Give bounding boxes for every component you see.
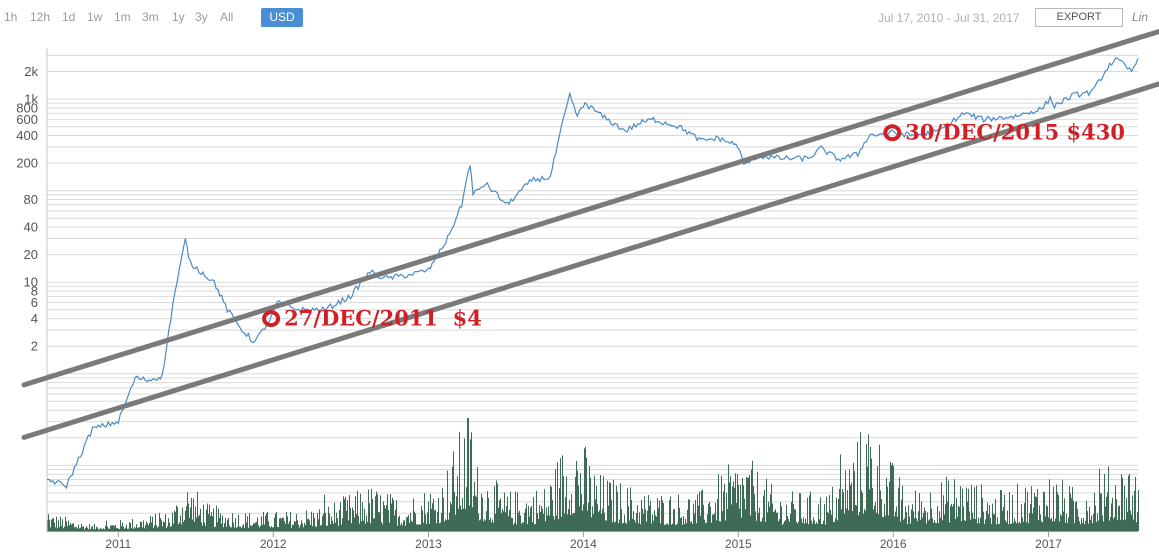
annotation-label: 27/DEC/2011 $4 [284,306,482,331]
range-button-3m[interactable]: 3m [142,10,159,24]
y-tick-label: 40 [24,220,38,235]
range-button-1d[interactable]: 1d [62,10,76,24]
currency-usd-button[interactable]: USD [261,8,303,27]
annotations: 27/DEC/2011 $4 30/DEC/2015 $430 [262,120,1125,331]
y-tick-label: 2 [31,339,38,354]
volume-series [47,417,1139,531]
y-tick-label: 1k [24,92,38,107]
toolbar: 1h 12h 1d 1w 1m 3m 1y 3y All USD Jul 17,… [0,0,1159,34]
annotation-label: 30/DEC/2015 $430 [905,120,1125,145]
y-tick-label: 200 [16,156,38,171]
annotation-circle [883,124,902,142]
gridlines [47,54,1138,530]
y-tick-label: 400 [16,128,38,143]
range-button-1w[interactable]: 1w [87,10,103,24]
price-line-group [46,57,1139,490]
x-tick-label: 2013 [415,537,442,551]
x-tick-label: 2014 [570,537,597,551]
y-tick-label: 8 [31,284,38,299]
y-tick-label: 800 [16,101,38,116]
x-tick-label: 2016 [880,537,907,551]
x-axis: 2011 2012 2013 2014 2015 2016 2017 [105,531,1062,551]
y-tick-label: 80 [24,192,38,207]
export-button[interactable]: EXPORT [1035,8,1123,27]
y-tick-label: 10 [24,275,38,290]
trend-line-upper [21,29,1159,388]
x-tick-label: 2015 [725,537,752,551]
range-button-all[interactable]: All [220,10,234,24]
price-line [46,57,1139,490]
scale-toggle[interactable]: Lin [1132,10,1149,24]
y-tick-label: 4 [31,311,38,326]
annotation-circle [262,310,281,328]
range-button-3y[interactable]: 3y [195,10,208,24]
y-tick-label: 600 [16,112,38,127]
y-tick-label: 6 [31,295,38,310]
range-button-1m[interactable]: 1m [114,10,131,24]
x-tick-label: 2011 [105,537,131,551]
x-tick-label: 2017 [1035,537,1062,551]
x-tick-label: 2012 [260,537,287,551]
y-tick-label: 20 [24,247,38,262]
y-tick-label: 2k [24,64,38,79]
range-button-1y[interactable]: 1y [172,10,185,24]
trend-lines [21,29,1159,440]
range-button-1h[interactable]: 1h [4,10,18,24]
date-range-label: Jul 17, 2010 - Jul 31, 2017 [878,11,1020,25]
range-button-12h[interactable]: 12h [30,10,51,24]
trend-line-lower [21,81,1159,440]
